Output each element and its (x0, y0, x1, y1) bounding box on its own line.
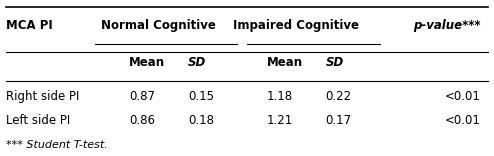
Text: Impaired Cognitive: Impaired Cognitive (233, 19, 359, 32)
Text: Left side PI: Left side PI (6, 114, 71, 127)
Text: 0.17: 0.17 (326, 114, 352, 127)
Text: 0.87: 0.87 (129, 90, 155, 103)
Text: SD: SD (188, 56, 206, 69)
Text: <0.01: <0.01 (445, 114, 480, 127)
Text: 0.15: 0.15 (188, 90, 214, 103)
Text: Mean: Mean (267, 56, 303, 69)
Text: <0.01: <0.01 (445, 90, 480, 103)
Text: Right side PI: Right side PI (6, 90, 80, 103)
Text: 1.21: 1.21 (267, 114, 293, 127)
Text: 1.18: 1.18 (267, 90, 293, 103)
Text: 0.22: 0.22 (326, 90, 352, 103)
Text: p-value***: p-value*** (413, 19, 480, 32)
Text: 0.86: 0.86 (129, 114, 155, 127)
Text: Mean: Mean (129, 56, 165, 69)
Text: *** Student T-test.: *** Student T-test. (6, 140, 108, 150)
Text: SD: SD (326, 56, 344, 69)
Text: Normal Cognitive: Normal Cognitive (101, 19, 216, 32)
Text: MCA PI: MCA PI (6, 19, 53, 32)
Text: 0.18: 0.18 (188, 114, 214, 127)
